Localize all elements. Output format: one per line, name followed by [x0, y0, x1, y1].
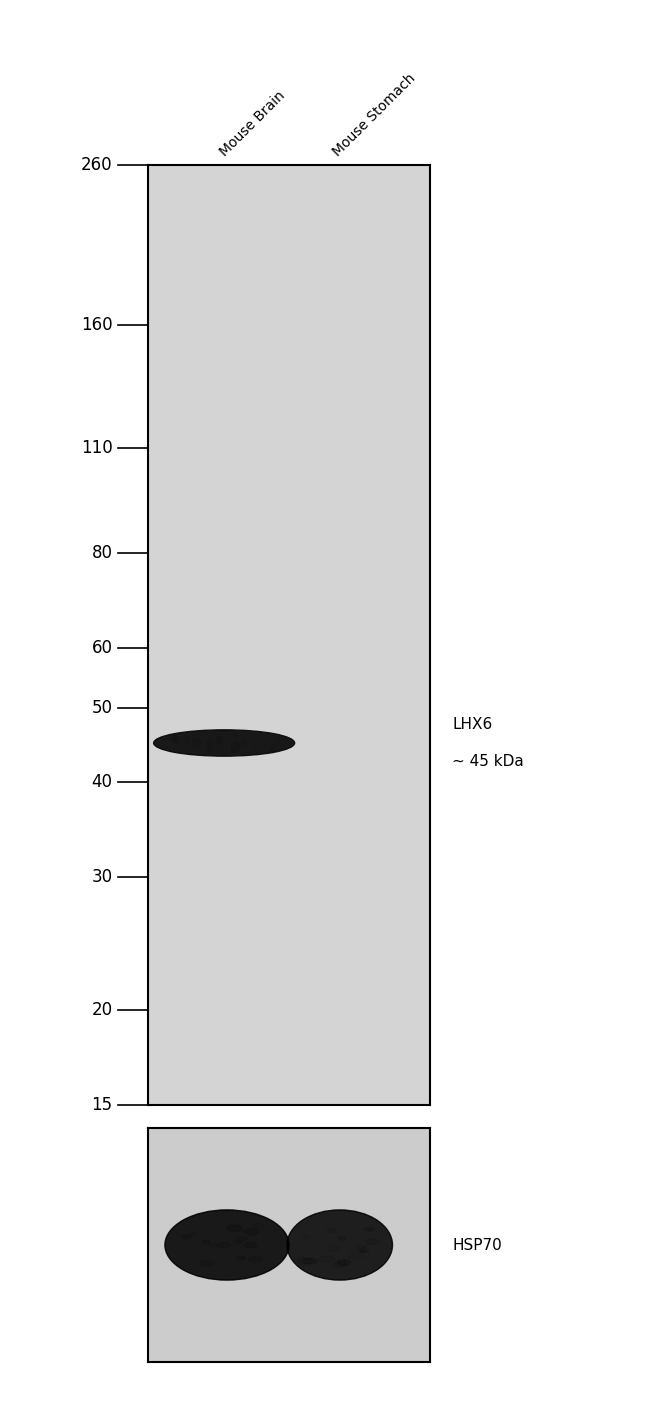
Ellipse shape — [216, 735, 222, 743]
Text: 110: 110 — [81, 440, 112, 457]
Ellipse shape — [215, 741, 222, 750]
Ellipse shape — [193, 738, 200, 747]
Ellipse shape — [248, 1257, 263, 1262]
Ellipse shape — [234, 733, 239, 738]
Ellipse shape — [153, 730, 294, 757]
Ellipse shape — [338, 1259, 350, 1265]
Ellipse shape — [189, 1232, 198, 1237]
Text: ~ 45 kDa: ~ 45 kDa — [452, 754, 524, 770]
Text: 15: 15 — [92, 1097, 112, 1114]
Ellipse shape — [233, 1241, 242, 1244]
Text: 160: 160 — [81, 316, 112, 334]
Ellipse shape — [237, 1257, 245, 1259]
Ellipse shape — [333, 1262, 346, 1267]
Text: 260: 260 — [81, 156, 112, 174]
Ellipse shape — [231, 741, 239, 753]
Ellipse shape — [270, 745, 276, 753]
Ellipse shape — [242, 741, 246, 747]
Ellipse shape — [244, 1242, 257, 1248]
Ellipse shape — [301, 1235, 310, 1238]
Ellipse shape — [365, 1238, 379, 1245]
Ellipse shape — [359, 1248, 369, 1252]
Ellipse shape — [236, 1237, 246, 1241]
Ellipse shape — [319, 1255, 335, 1262]
Ellipse shape — [327, 1245, 340, 1251]
Ellipse shape — [303, 1258, 317, 1264]
Ellipse shape — [171, 735, 177, 743]
Ellipse shape — [356, 1245, 366, 1248]
Ellipse shape — [207, 747, 213, 753]
Ellipse shape — [252, 1224, 264, 1228]
Ellipse shape — [173, 735, 179, 744]
Text: 50: 50 — [92, 700, 112, 717]
Text: 30: 30 — [92, 868, 112, 885]
Ellipse shape — [297, 1258, 313, 1264]
Ellipse shape — [287, 1210, 393, 1279]
Ellipse shape — [253, 741, 259, 750]
Text: 40: 40 — [92, 773, 112, 791]
Ellipse shape — [365, 1227, 374, 1231]
Ellipse shape — [244, 1230, 259, 1235]
Ellipse shape — [217, 1242, 230, 1248]
Ellipse shape — [165, 1210, 289, 1279]
Text: 60: 60 — [92, 640, 112, 657]
Ellipse shape — [359, 1250, 366, 1252]
Ellipse shape — [348, 1252, 365, 1259]
Text: HSP70: HSP70 — [452, 1238, 502, 1252]
Text: 20: 20 — [92, 1001, 112, 1020]
Ellipse shape — [261, 738, 269, 748]
Ellipse shape — [276, 738, 280, 743]
Ellipse shape — [200, 1261, 214, 1267]
Text: Mouse Stomach: Mouse Stomach — [330, 71, 418, 160]
Text: 80: 80 — [92, 544, 112, 563]
Ellipse shape — [278, 738, 283, 747]
Ellipse shape — [208, 1242, 216, 1247]
Text: LHX6: LHX6 — [452, 717, 492, 731]
Ellipse shape — [207, 740, 212, 747]
Text: Mouse Brain: Mouse Brain — [217, 89, 288, 160]
Ellipse shape — [337, 1237, 346, 1240]
Ellipse shape — [202, 1240, 209, 1244]
Ellipse shape — [227, 1225, 242, 1231]
Ellipse shape — [183, 735, 189, 743]
Ellipse shape — [181, 1235, 191, 1240]
Ellipse shape — [327, 1228, 337, 1232]
